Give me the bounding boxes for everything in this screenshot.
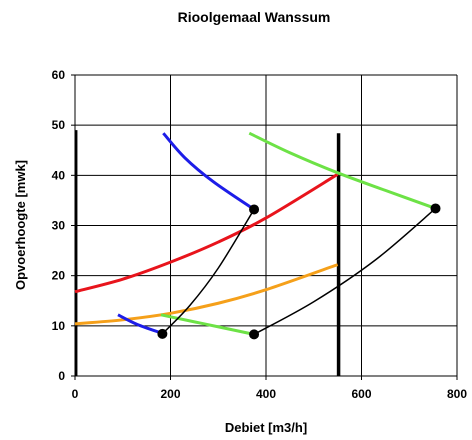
series-line xyxy=(253,207,437,336)
chart-title: Rioolgemaal Wanssum xyxy=(178,9,331,25)
y-tick-label: 50 xyxy=(52,118,66,132)
x-tick-label: 200 xyxy=(160,387,180,401)
x-tick-label: 800 xyxy=(447,387,467,401)
y-tick-label: 10 xyxy=(52,319,66,333)
x-tick-label: 0 xyxy=(72,387,79,401)
y-axis: 0 10 20 30 40 50 60 xyxy=(52,68,75,383)
y-tick-label: 40 xyxy=(52,168,66,182)
grid xyxy=(74,74,458,377)
series-line xyxy=(162,132,255,211)
y-tick-label: 20 xyxy=(52,269,66,283)
y-tick-label: 0 xyxy=(58,369,65,383)
operating-point-marker xyxy=(430,203,441,214)
y-tick-label: 30 xyxy=(52,219,66,233)
x-tick-label: 600 xyxy=(351,387,371,401)
series-line xyxy=(160,313,255,336)
x-axis: 0 200 400 600 800 xyxy=(72,376,467,401)
series-line xyxy=(74,263,339,326)
operating-point-marker xyxy=(249,204,260,215)
y-tick-label: 60 xyxy=(52,68,66,82)
series-line xyxy=(74,173,339,294)
x-axis-label: Debiet [m3/h] xyxy=(225,420,307,435)
series-line xyxy=(117,313,163,335)
operating-point-marker xyxy=(157,328,168,339)
y-axis-label: Opvoerhoogte [mwk] xyxy=(13,160,28,290)
plot-area xyxy=(74,130,441,376)
series-line xyxy=(161,209,255,335)
series-line xyxy=(248,131,437,210)
operating-point-marker xyxy=(249,329,260,340)
x-tick-label: 400 xyxy=(256,387,276,401)
